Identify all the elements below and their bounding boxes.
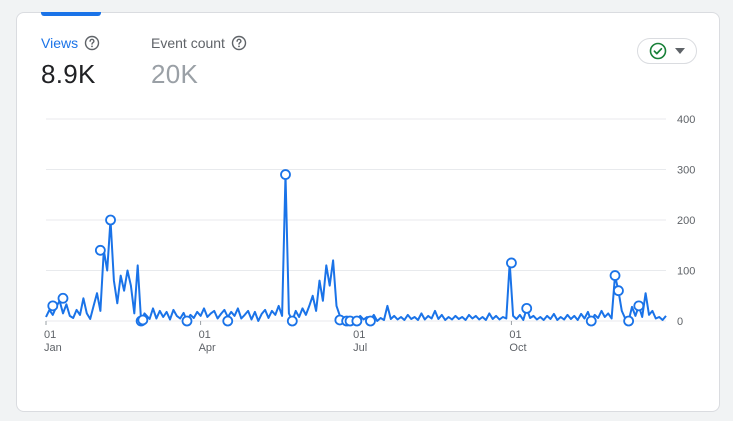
anomaly-marker[interactable] — [181, 315, 193, 327]
anomaly-marker[interactable] — [222, 315, 234, 327]
help-icon[interactable] — [231, 35, 247, 51]
metric-label-views: Views — [41, 35, 79, 51]
x-tick-day: 01 — [509, 329, 521, 341]
metric-tab-views[interactable]: Views 8.9K — [41, 35, 100, 90]
metric-label-event-count: Event count — [151, 35, 225, 51]
analytics-card: Views 8.9K Event count 20K — [16, 12, 720, 412]
active-tab-indicator — [41, 12, 101, 16]
x-tick-month: Jan — [44, 342, 62, 354]
anomaly-marker[interactable] — [609, 270, 621, 281]
y-tick-label: 200 — [677, 215, 695, 227]
status-dropdown[interactable] — [637, 38, 697, 64]
anomaly-marker[interactable] — [286, 315, 298, 327]
anomaly-marker[interactable] — [365, 315, 376, 327]
anomaly-marker[interactable] — [585, 315, 597, 327]
y-tick-label: 300 — [677, 165, 695, 177]
metric-value-event-count: 20K — [151, 59, 199, 89]
check-circle-icon — [649, 42, 667, 60]
x-tick-month: Oct — [509, 342, 526, 354]
x-tick-day: 01 — [44, 329, 56, 341]
y-tick-label: 0 — [677, 316, 683, 328]
anomaly-marker[interactable] — [94, 244, 106, 256]
anomaly-marker[interactable] — [47, 300, 59, 312]
metric-value-views: 8.9K — [41, 59, 96, 89]
anomaly-marker[interactable] — [633, 300, 645, 312]
x-tick-day: 01 — [199, 329, 211, 341]
x-tick-month: Jul — [353, 342, 367, 354]
y-tick-label: 100 — [677, 266, 695, 278]
series-line — [45, 173, 667, 322]
anomaly-marker[interactable] — [57, 292, 69, 304]
anomaly-marker[interactable] — [351, 315, 363, 327]
anomaly-marker[interactable] — [623, 315, 635, 327]
metric-tab-event-count[interactable]: Event count 20K — [151, 35, 247, 90]
anomaly-marker[interactable] — [613, 285, 624, 297]
anomaly-marker[interactable] — [521, 302, 533, 314]
anomaly-marker[interactable] — [105, 214, 116, 226]
anomaly-marker[interactable] — [137, 314, 149, 326]
anomaly-marker[interactable] — [506, 257, 517, 269]
help-icon[interactable] — [84, 35, 100, 51]
x-tick-month: Apr — [199, 342, 216, 354]
caret-down-icon — [675, 48, 685, 54]
y-tick-label: 400 — [677, 114, 695, 126]
anomaly-marker[interactable] — [280, 169, 291, 180]
x-tick-day: 01 — [353, 329, 365, 341]
